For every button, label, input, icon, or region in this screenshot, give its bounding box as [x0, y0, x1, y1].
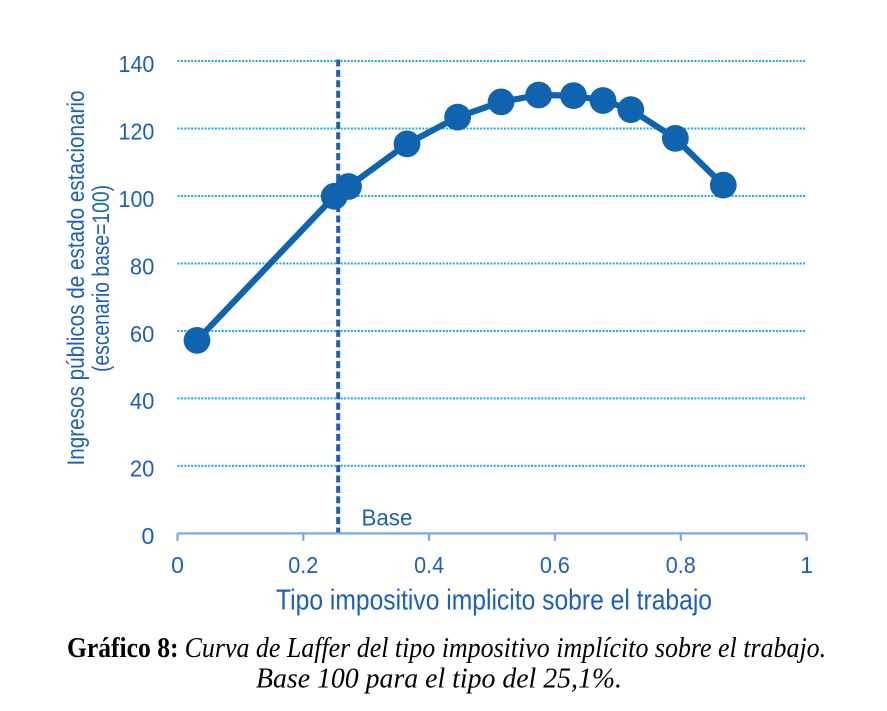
svg-text:0.2: 0.2 [288, 552, 318, 578]
svg-text:Base 100 para el tipo del 25,1: Base 100 para el tipo del 25,1%. [256, 664, 622, 695]
svg-text:0.4: 0.4 [414, 552, 444, 578]
svg-text:20: 20 [130, 456, 155, 482]
svg-text:0.6: 0.6 [540, 552, 570, 578]
svg-text:80: 80 [130, 253, 155, 279]
svg-text:40: 40 [130, 388, 155, 414]
svg-text:1: 1 [800, 552, 813, 578]
svg-text:0: 0 [171, 552, 184, 578]
svg-text:Gráfico 8:Curva de Laffer del: Gráfico 8: Curva de Laffer del tipo impos… [67, 633, 826, 664]
svg-text:(escenario base=100): (escenario base=100) [88, 185, 115, 372]
svg-text:Tipo impositivo implicito sobr: Tipo impositivo implicito sobre el traba… [276, 584, 712, 616]
svg-text:0: 0 [141, 523, 154, 549]
svg-text:Ingresos públicos de estado es: Ingresos públicos de estado estacionario [63, 91, 90, 466]
svg-text:0.8: 0.8 [666, 552, 696, 578]
svg-text:60: 60 [130, 321, 155, 347]
svg-text:140: 140 [119, 51, 155, 77]
svg-text:120: 120 [119, 118, 155, 144]
svg-text:Base: Base [362, 505, 413, 531]
svg-text:100: 100 [119, 186, 155, 212]
